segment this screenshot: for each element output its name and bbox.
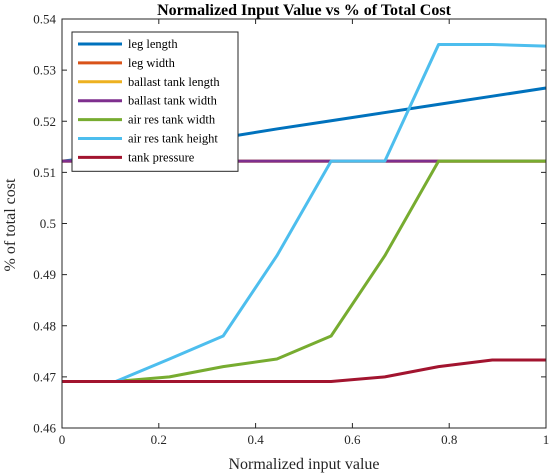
x-tick-label: 0.4 [247,432,264,447]
y-tick-label: 0.47 [33,369,56,384]
y-tick-label: 0.48 [33,318,56,333]
x-tick-label: 0.8 [441,432,457,447]
y-tick-label: 0.54 [33,12,56,27]
y-tick-label: 0.51 [33,165,56,180]
x-axis-label: Normalized input value [228,456,379,473]
chart-title: Normalized Input Value vs % of Total Cos… [157,2,451,19]
x-tick-label: 0.2 [151,432,167,447]
x-tick-label: 1 [543,432,550,447]
plot-frame [61,18,547,429]
x-tick-label: 0 [59,432,66,447]
legend-label-ballast-tank-width: ballast tank width [128,94,218,108]
legend-label-leg-width: leg width [128,56,176,70]
series-line-tank-pressure [62,358,546,383]
y-tick-label: 0.5 [40,216,56,231]
y-tick-label: 0.52 [33,114,56,129]
y-tick-label: 0.46 [33,421,56,436]
x-axis-ticks: 0 0.2 0.4 0.6 0.8 1 [59,19,550,447]
y-axis-label: % of total cost [2,178,19,271]
legend-label-leg-length: leg length [128,37,178,51]
y-tick-label: 0.49 [33,267,56,282]
legend-label-air-res-tank-width: air res tank width [128,113,216,127]
x-tick-label: 0.6 [344,432,361,447]
legend: leg length leg width ballast tank length ba… [71,31,239,172]
legend-label-tank-pressure: tank pressure [128,150,195,164]
y-tick-label: 0.53 [33,63,56,78]
legend-label-ballast-tank-length: ballast tank length [128,75,220,89]
legend-label-air-res-tank-height: air res tank height [128,132,218,146]
series-line-air-res-tank-width [62,159,546,383]
series-line-air-res-tank-height [62,43,547,383]
